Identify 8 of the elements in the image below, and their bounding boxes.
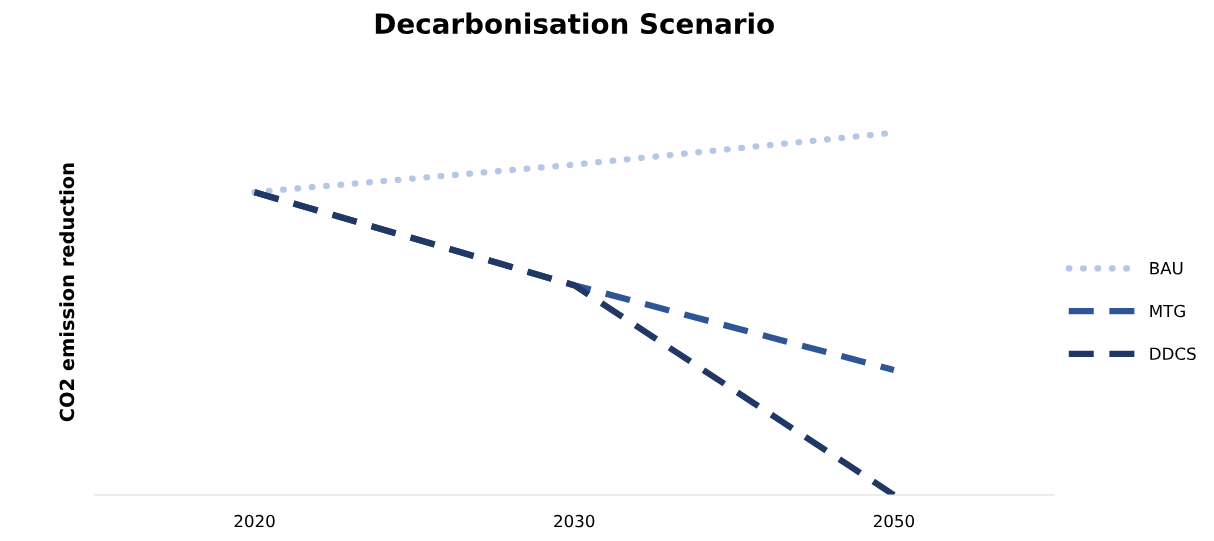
chart-title: Decarbonisation Scenario — [375, 12, 774, 35]
x-tick-label: 2030 — [554, 514, 595, 528]
y-axis-title: CO2 emission reduction — [59, 163, 75, 422]
x-tick-label: 2020 — [234, 514, 275, 528]
legend-label: MTG — [1150, 304, 1185, 318]
legend-label: DDCS — [1150, 347, 1196, 361]
x-tick-label: 2050 — [873, 514, 915, 528]
legend-label: BAU — [1150, 262, 1183, 275]
